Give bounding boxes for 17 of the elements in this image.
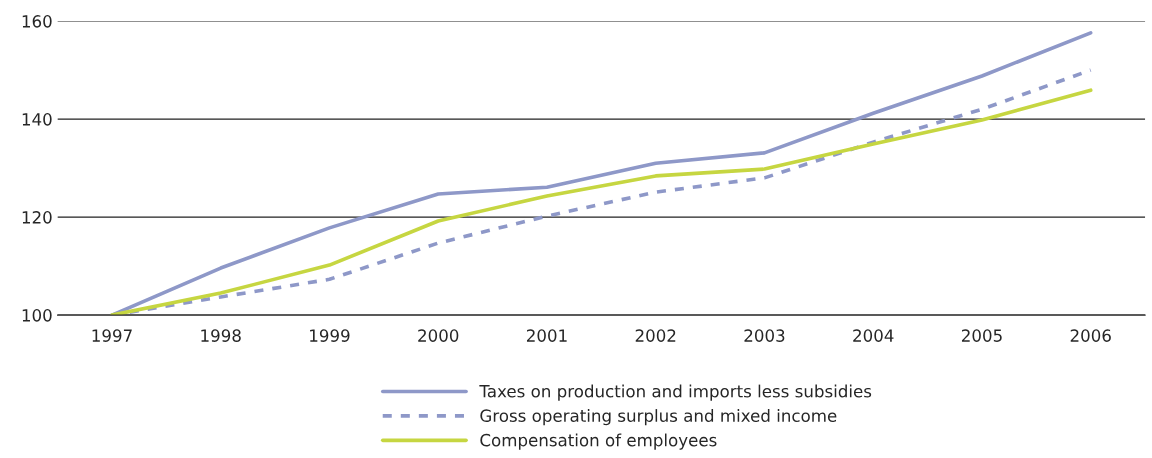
x-tick-label: 2006 — [1070, 329, 1111, 342]
x-tick-label: 2000 — [418, 329, 459, 342]
y-tick-label: 140 — [22, 113, 52, 126]
x-tick-label: 2004 — [853, 329, 894, 342]
x-tick-label: 2003 — [744, 329, 785, 342]
x-tick-label: 1999 — [310, 329, 350, 342]
x-tick-label: 2002 — [635, 329, 676, 342]
y-tick-label: 120 — [22, 211, 52, 224]
x-tick-label: 1998 — [201, 329, 241, 342]
legend-label: Taxes on production and imports less subsidies — [479, 384, 872, 401]
x-tick-label: 1997 — [92, 329, 132, 342]
legend-label: Gross operating surplus and mixed income — [480, 409, 837, 426]
x-tick-label: 2005 — [961, 329, 1002, 342]
y-tick-label: 160 — [22, 15, 52, 28]
legend-label: Compensation of employees — [480, 433, 717, 450]
x-tick-label: 2001 — [526, 329, 567, 342]
y-tick-label: 100 — [22, 309, 52, 322]
